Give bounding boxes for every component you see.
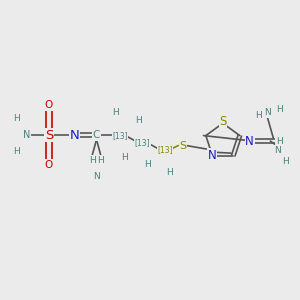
Text: H: H [89,156,95,165]
Text: H: H [166,168,173,177]
Text: H: H [135,116,142,125]
Text: S: S [219,115,226,128]
Text: [13]: [13] [157,146,173,154]
Text: N: N [274,146,281,154]
Text: H: H [112,108,119,117]
Text: N: N [69,129,79,142]
Text: N: N [23,130,30,140]
Text: S: S [179,140,186,151]
Text: N: N [245,135,254,148]
Text: N: N [264,108,271,117]
Text: H: H [255,111,262,120]
Text: C: C [93,130,100,140]
Text: O: O [45,100,53,110]
Text: H: H [122,153,128,162]
Text: O: O [45,160,53,170]
Text: H: H [276,136,283,146]
Text: H: H [276,105,283,114]
Text: H: H [14,114,20,123]
Text: H: H [282,158,289,166]
Text: [13]: [13] [112,130,128,140]
Text: N: N [208,149,217,162]
Text: N: N [93,172,100,181]
Text: S: S [45,129,53,142]
Text: H: H [144,160,150,169]
Text: H: H [14,147,20,156]
Text: H: H [98,156,104,165]
Text: [13]: [13] [135,138,150,147]
